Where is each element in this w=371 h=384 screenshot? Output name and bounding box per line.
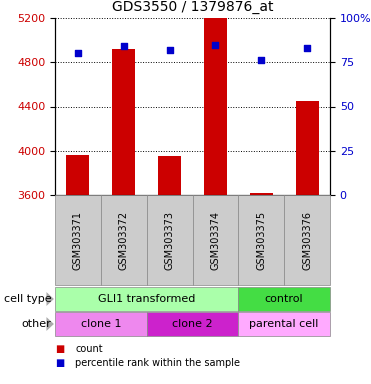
Text: GSM303371: GSM303371 [73,210,83,270]
Point [213,41,219,48]
Text: parental cell: parental cell [249,319,319,329]
Text: clone 2: clone 2 [172,319,213,329]
Point [304,45,310,51]
Text: GSM303372: GSM303372 [119,210,129,270]
Point [258,58,264,64]
Bar [158,156,181,195]
Point [121,43,127,50]
Title: GDS3550 / 1379876_at: GDS3550 / 1379876_at [112,0,273,14]
Bar [296,101,319,195]
Text: percentile rank within the sample: percentile rank within the sample [75,358,240,368]
Point [75,50,81,56]
Text: cell type: cell type [4,294,51,304]
Text: GSM303374: GSM303374 [210,210,220,270]
Text: clone 1: clone 1 [81,319,121,329]
Text: other: other [22,319,51,329]
Text: count: count [75,344,103,354]
Polygon shape [46,317,54,331]
Text: GSM303376: GSM303376 [302,210,312,270]
Text: control: control [265,294,303,304]
Text: GLI1 transformed: GLI1 transformed [98,294,196,304]
Text: GSM303375: GSM303375 [256,210,266,270]
Text: GSM303373: GSM303373 [165,210,175,270]
Bar [66,155,89,195]
Bar [250,193,273,195]
Bar [204,18,227,195]
Polygon shape [46,292,54,306]
Text: ■: ■ [55,358,64,368]
Point [167,47,173,53]
Bar [112,49,135,195]
Text: ■: ■ [55,344,64,354]
